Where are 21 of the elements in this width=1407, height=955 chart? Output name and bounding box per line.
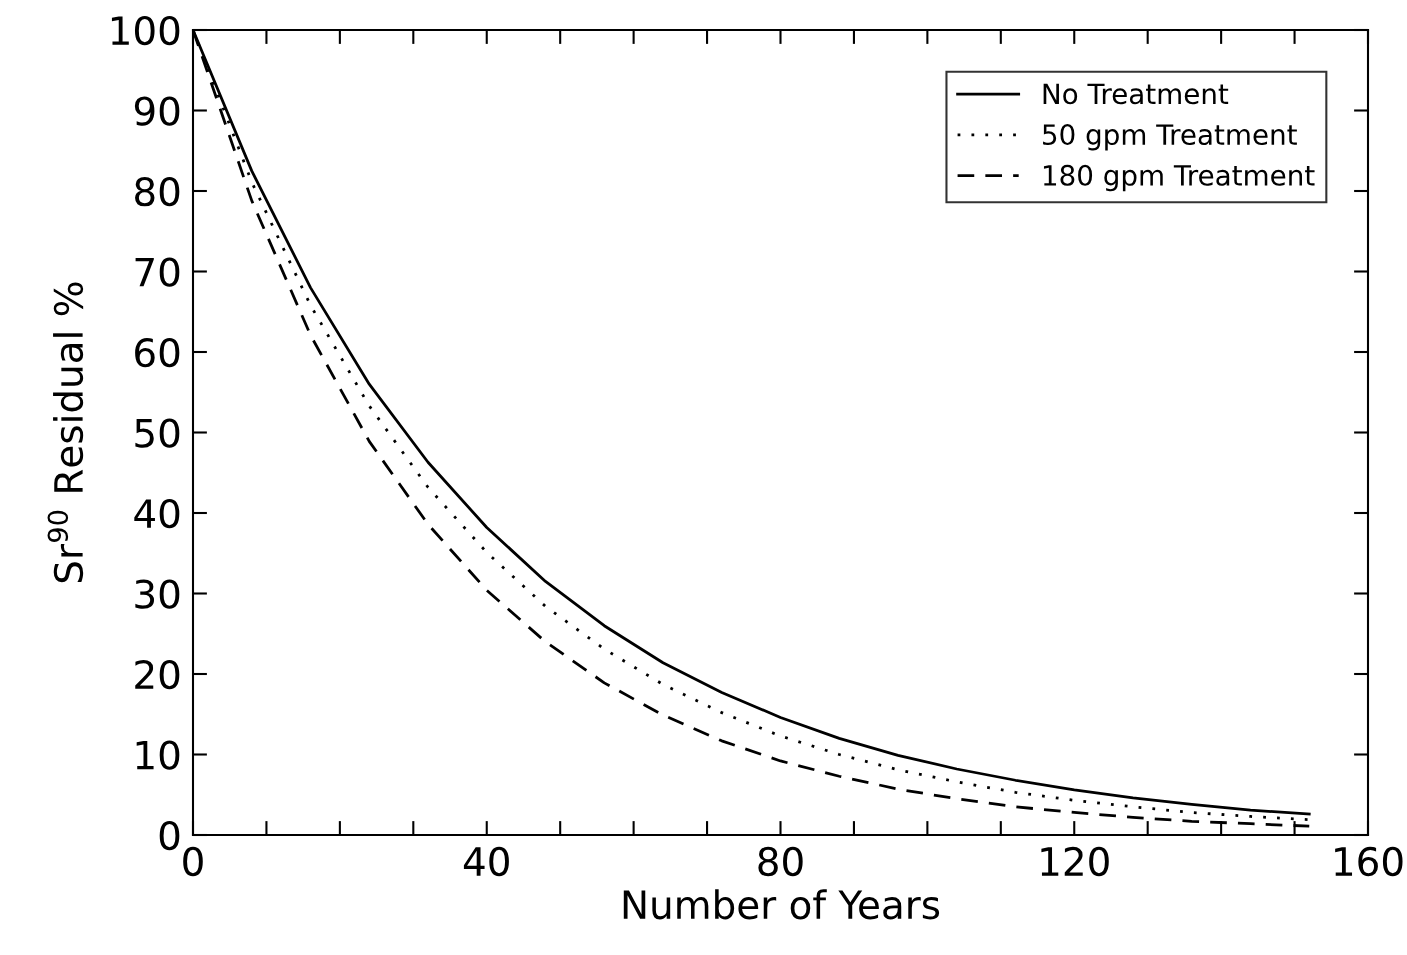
legend-label: 180 gpm Treatment — [1043, 164, 1315, 192]
y-tick-label: 20 — [135, 659, 180, 690]
y-tick-label: 10 — [136, 740, 180, 770]
x-tick-label: 0 — [183, 846, 203, 877]
y-tick-label: 100 — [111, 15, 180, 46]
x-tick-label: 120 — [1041, 846, 1109, 877]
legend-label: 50 gpm Treatment — [1043, 124, 1297, 151]
y-tick-label: 0 — [159, 820, 180, 851]
y-tick-label: 50 — [135, 418, 180, 448]
legend-label: No Treatment — [1043, 83, 1229, 105]
y-axis-title: Sr$^{90}$ Residual % — [47, 282, 84, 583]
y-tick-label: 60 — [135, 337, 180, 368]
x-axis-title: Number of Years — [623, 889, 940, 920]
x-tick-label: 160 — [1335, 846, 1403, 877]
x-tick-label: 40 — [463, 846, 509, 877]
y-tick-label: 70 — [135, 257, 180, 287]
y-tick-label: 40 — [134, 498, 180, 529]
y-tick-label: 30 — [135, 579, 180, 609]
y-tick-label: 90 — [134, 96, 180, 126]
x-tick-label: 80 — [758, 846, 803, 877]
y-tick-label: 80 — [135, 176, 180, 207]
